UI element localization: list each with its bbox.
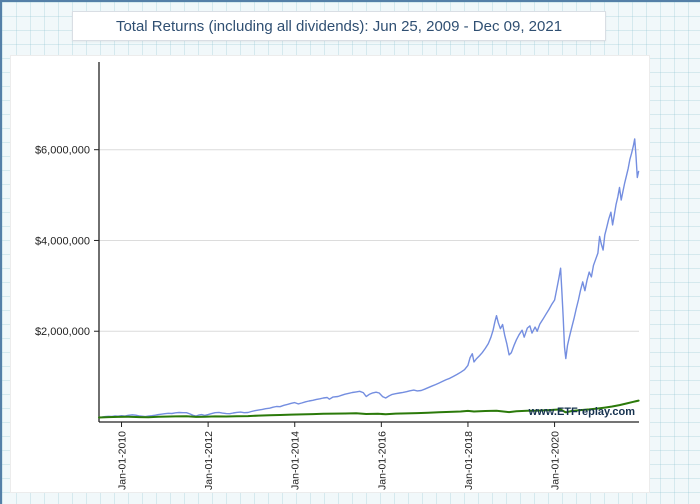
y-tick-label: $4,000,000 — [35, 235, 90, 247]
series-green-line — [98, 399, 640, 419]
x-tick-label: Jan-01-2012 — [203, 431, 215, 490]
total-returns-chart: $2,000,000 $4,000,000 $6,000,000 Jan-01-201… — [35, 62, 640, 490]
watermark-text: www.ETFreplay.com — [528, 406, 636, 418]
chart-panel: $2,000,000 $4,000,000 $6,000,000 Jan-01-201… — [10, 55, 650, 493]
x-tick-label: Jan-01-2014 — [290, 431, 302, 490]
x-tick-label: Jan-01-2018 — [463, 431, 475, 490]
y-tick-label: $2,000,000 — [35, 326, 90, 338]
chart-title: Total Returns (including all dividends):… — [72, 11, 606, 41]
series-blue-line — [98, 138, 640, 419]
x-tick-label: Jan-01-2010 — [117, 431, 129, 490]
x-tick-label: Jan-01-2016 — [376, 431, 388, 490]
x-tick-label: Jan-01-2020 — [550, 431, 562, 490]
y-tick-label: $6,000,000 — [35, 145, 90, 157]
